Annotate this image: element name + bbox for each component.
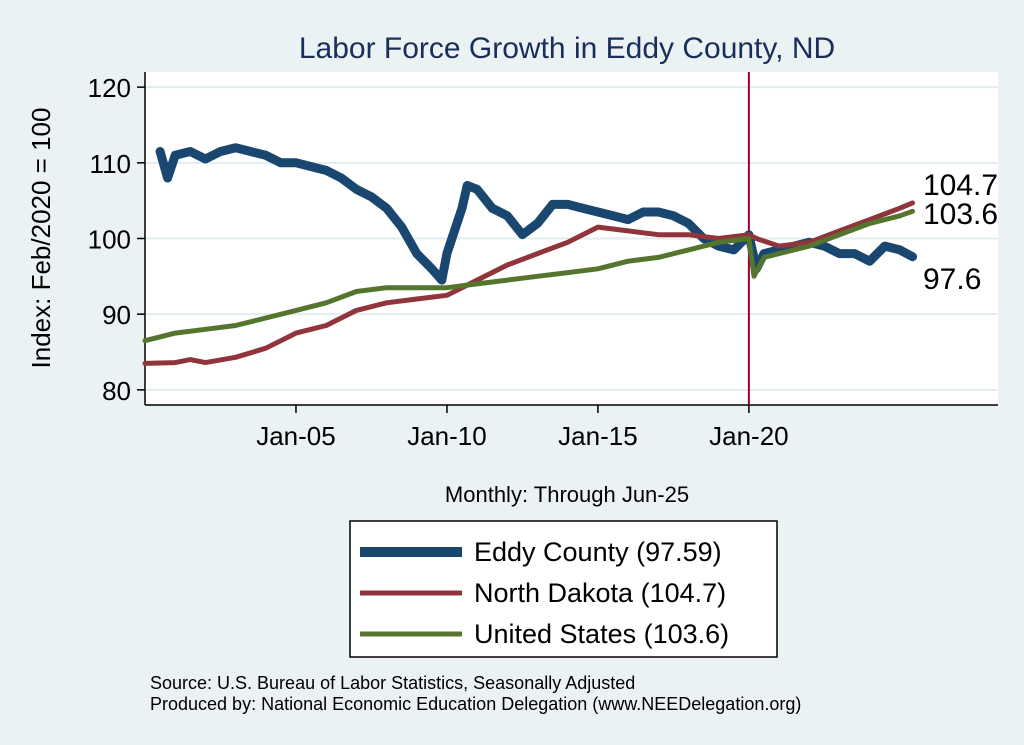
y-tick-label: 110 [90, 149, 131, 179]
series-line-eddy [155, 143, 917, 285]
legend: Eddy County (97.59) North Dakota (104.7)… [349, 520, 778, 658]
end-label-eddy: 97.6 [923, 263, 981, 296]
x-axis-label: Monthly: Through Jun-25 [445, 482, 689, 507]
y-tick-label: 120 [88, 73, 131, 103]
end-label-north-dakota: 104.7 [923, 169, 998, 202]
x-tick-label: Jan-05 [256, 421, 336, 451]
produced-by-note: Produced by: National Economic Education… [150, 694, 801, 714]
x-tick-label: Jan-10 [407, 421, 487, 451]
x-tick-label: Jan-20 [709, 421, 789, 451]
chart-title: Labor Force Growth in Eddy County, ND [299, 32, 835, 65]
legend-label-north-dakota: North Dakota (104.7) [474, 578, 726, 608]
series-line-united-states [142, 208, 915, 344]
end-label-united-states: 103.6 [923, 198, 998, 231]
axes: 80 90 100 110 120 Jan-05 Jan-10 Jan-15 Jan-20 [88, 72, 998, 451]
legend-label-eddy: Eddy County (97.59) [474, 537, 722, 567]
y-tick-label: 90 [102, 300, 131, 330]
series-group [142, 143, 917, 366]
series-line-north-dakota [142, 200, 915, 366]
source-note: Source: U.S. Bureau of Labor Statistics,… [150, 673, 635, 693]
legend-label-united-states: United States (103.6) [474, 619, 729, 649]
x-tick-label: Jan-15 [558, 421, 638, 451]
y-tick-label: 100 [88, 225, 131, 255]
y-axis-label: Index: Feb/2020 = 100 [26, 108, 56, 369]
y-tick-label: 80 [102, 376, 131, 406]
